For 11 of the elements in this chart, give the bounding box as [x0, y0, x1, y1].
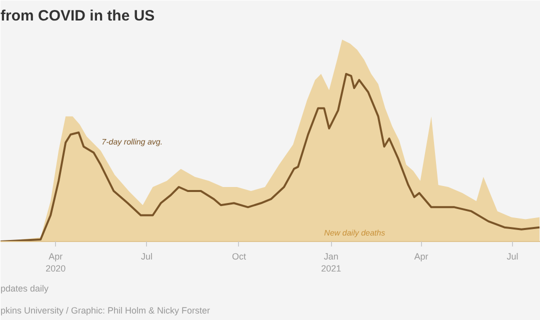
x-tick-label: Jul: [506, 252, 518, 262]
x-tick-label: Jan 2021: [321, 252, 342, 274]
x-tick-label: Apr: [414, 252, 428, 262]
x-tick-label: Apr 2020: [46, 252, 66, 274]
series-label: New daily deaths: [324, 228, 386, 238]
series-label: 7-day rolling avg.: [102, 138, 163, 147]
chart-title: from COVID in the US: [0, 8, 155, 24]
text: pkins University / Graphic: Phil Holm & Nicky Forster: [0, 306, 210, 316]
text: pdates daily: [0, 284, 50, 294]
x-tick-label: Jul: [141, 252, 153, 262]
x-tick-label: Oct: [232, 252, 246, 262]
